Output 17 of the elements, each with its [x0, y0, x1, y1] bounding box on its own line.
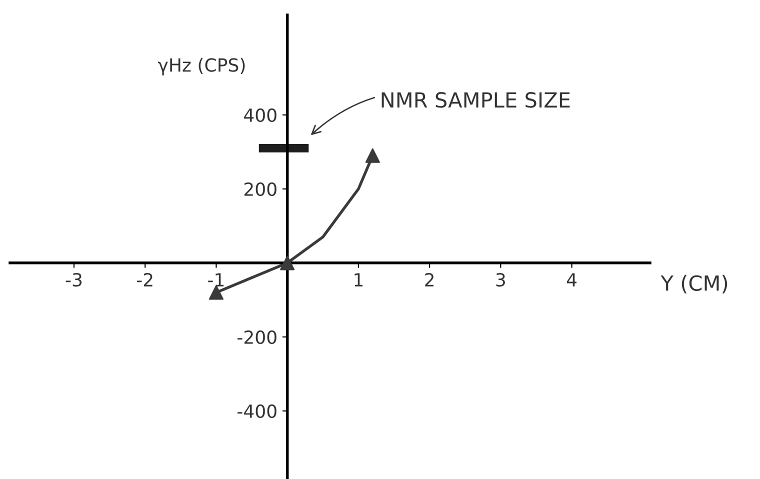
x-axis-title: Y (CM): [660, 274, 728, 294]
y-tick-label: -400: [238, 404, 276, 418]
x-tick-label: 3: [496, 272, 505, 287]
x-tick-label: 2: [425, 272, 434, 286]
x-tick-label: 1: [354, 273, 363, 286]
y-tick-label: 400: [244, 108, 276, 122]
y-tick-label: 200: [244, 182, 276, 196]
y-tick-label: -200: [238, 330, 276, 344]
point: [280, 256, 295, 270]
y-axis-title: γHz (CPS): [158, 58, 245, 76]
x-tick-label: -2: [136, 272, 152, 286]
x-tick-label: 4: [566, 273, 577, 286]
x-tick-label: -3: [66, 272, 82, 287]
annotation: NMR SAMPLE SIZE: [382, 92, 570, 108]
point: [208, 285, 224, 300]
point: [365, 148, 380, 163]
x-tick-label: -1: [208, 273, 224, 286]
